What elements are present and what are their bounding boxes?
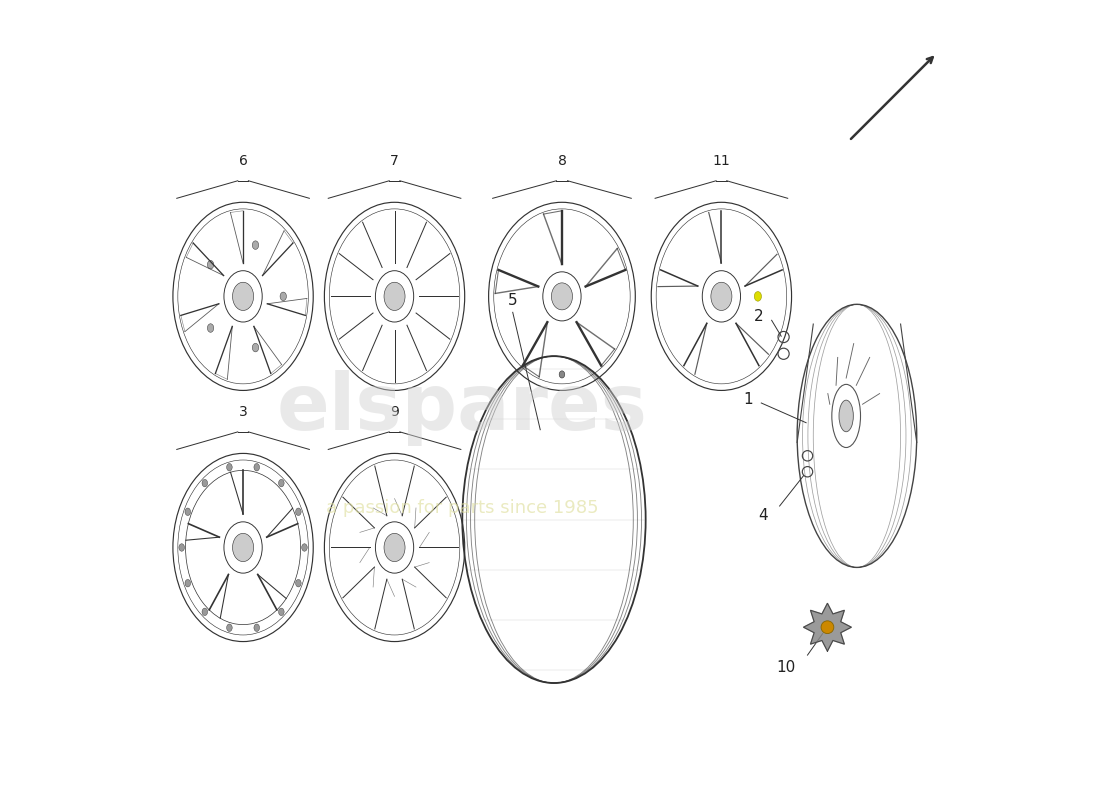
- Text: 2: 2: [754, 309, 763, 324]
- Ellipse shape: [839, 400, 854, 432]
- Ellipse shape: [280, 292, 286, 301]
- Ellipse shape: [252, 343, 258, 352]
- Ellipse shape: [254, 463, 260, 471]
- Ellipse shape: [755, 291, 761, 301]
- Text: 6: 6: [239, 154, 248, 168]
- Text: 3: 3: [239, 405, 248, 419]
- Ellipse shape: [185, 579, 190, 587]
- Ellipse shape: [227, 463, 232, 471]
- Ellipse shape: [711, 282, 732, 310]
- Ellipse shape: [384, 534, 405, 562]
- Ellipse shape: [179, 544, 185, 551]
- Ellipse shape: [232, 282, 254, 310]
- Text: 11: 11: [713, 154, 730, 168]
- Text: 10: 10: [777, 659, 795, 674]
- Ellipse shape: [254, 624, 260, 631]
- Ellipse shape: [278, 479, 284, 487]
- Ellipse shape: [208, 261, 213, 269]
- Text: a passion for parts since 1985: a passion for parts since 1985: [326, 498, 598, 517]
- Ellipse shape: [278, 608, 284, 615]
- Ellipse shape: [232, 534, 254, 562]
- Text: 5: 5: [508, 294, 517, 308]
- Text: 8: 8: [558, 154, 566, 168]
- Text: 9: 9: [390, 405, 399, 419]
- Text: elspares: elspares: [277, 370, 648, 446]
- Ellipse shape: [208, 324, 213, 332]
- Text: 4: 4: [758, 508, 768, 523]
- Ellipse shape: [185, 508, 190, 515]
- Ellipse shape: [551, 283, 572, 310]
- Ellipse shape: [301, 544, 307, 551]
- Text: 1: 1: [744, 391, 754, 406]
- Polygon shape: [803, 603, 851, 651]
- Text: 7: 7: [390, 154, 399, 168]
- Ellipse shape: [821, 621, 834, 634]
- Ellipse shape: [296, 579, 301, 587]
- Ellipse shape: [202, 608, 208, 615]
- Ellipse shape: [227, 624, 232, 631]
- Ellipse shape: [384, 282, 405, 310]
- Ellipse shape: [559, 371, 564, 378]
- Ellipse shape: [296, 508, 301, 515]
- Ellipse shape: [252, 241, 258, 250]
- Ellipse shape: [202, 479, 208, 487]
